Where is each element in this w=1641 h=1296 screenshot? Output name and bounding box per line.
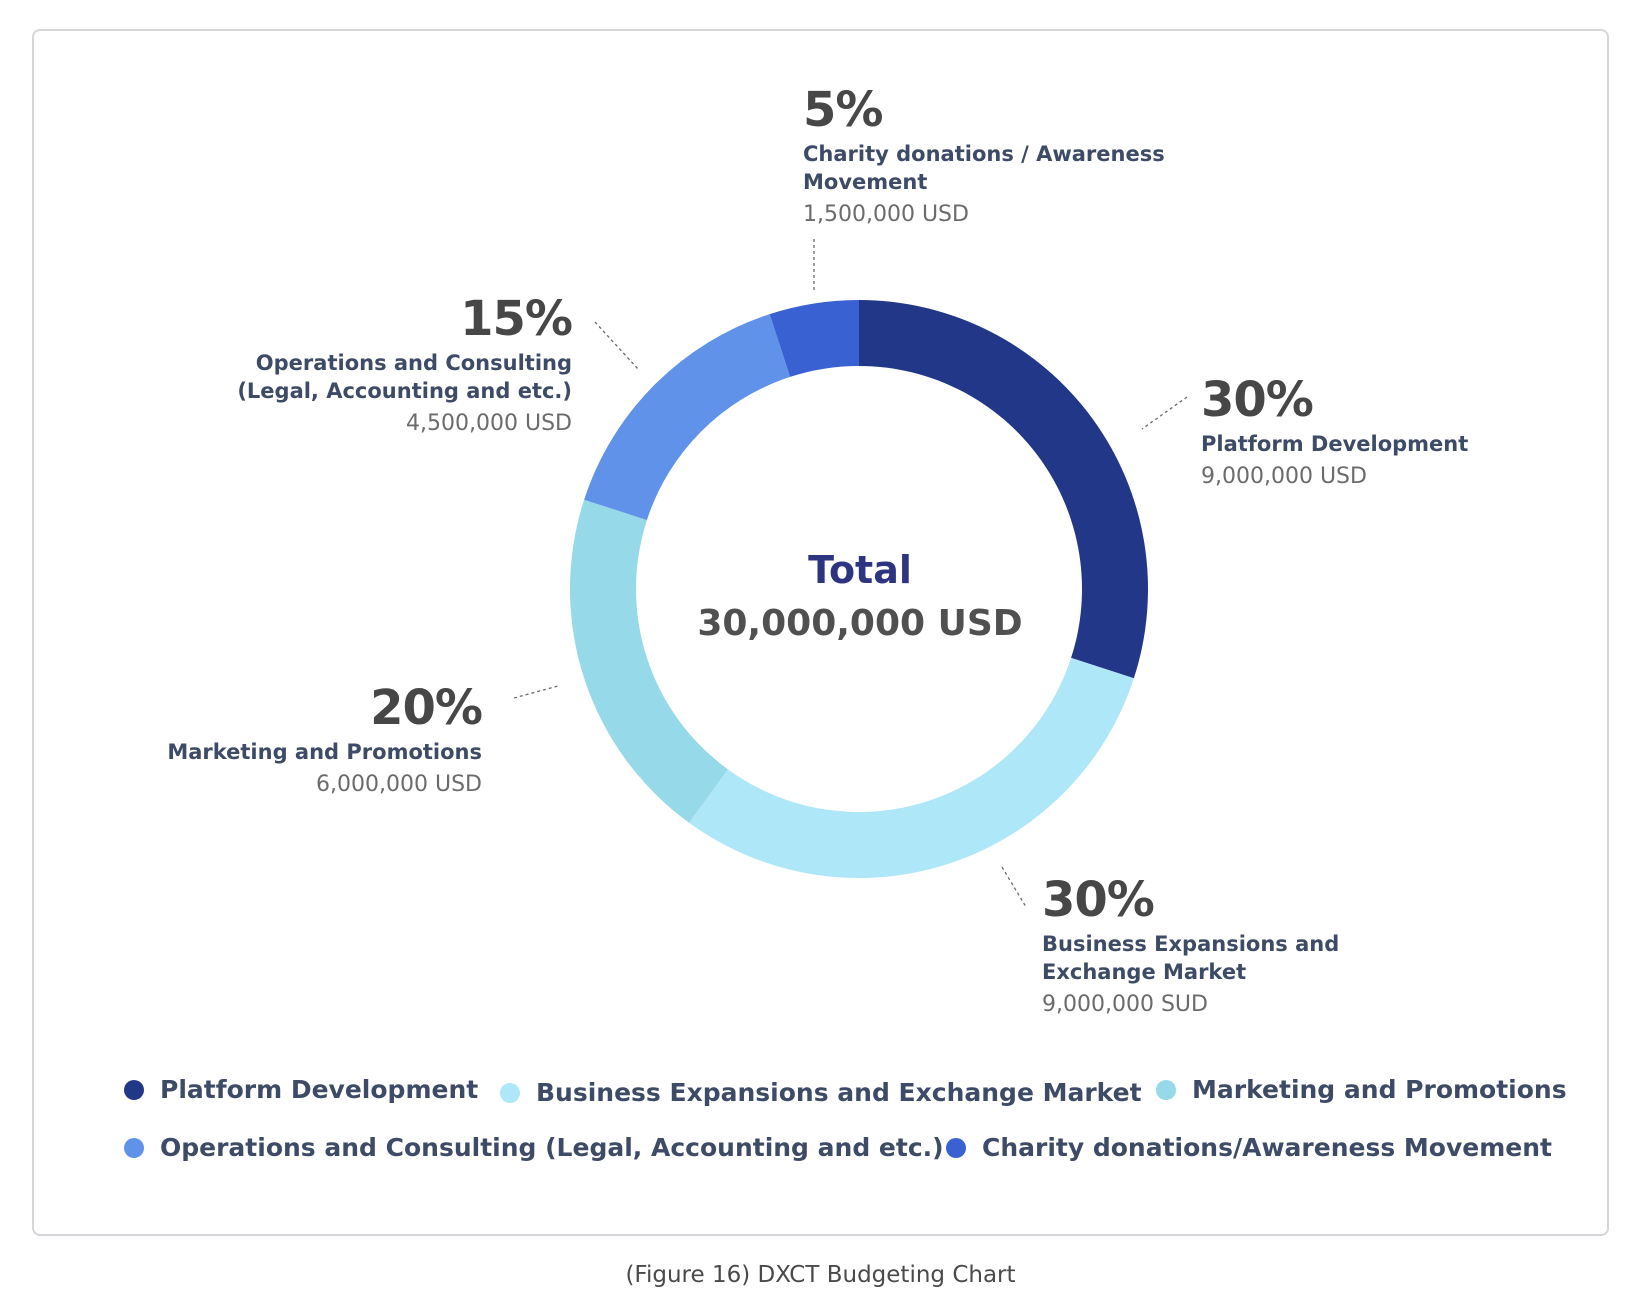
- slice-platform: [859, 300, 1148, 679]
- callout-operations: 15% Operations and Consulting (Legal, Ac…: [200, 291, 573, 439]
- legend-dot-icon: [124, 1137, 144, 1158]
- callout-category: Business Expansions and Exchange Market: [1042, 932, 1340, 984]
- callout-amount: 9,000,000 USD: [1201, 464, 1367, 489]
- slice-operations: [584, 314, 791, 521]
- callout-category: Platform Development: [1201, 432, 1469, 456]
- chart-card: [32, 29, 1609, 1236]
- callout-amount: 6,000,000 USD: [316, 772, 482, 797]
- total-value: 30,000,000 USD: [697, 603, 1023, 644]
- callout-platform: 30% Platform Development 9,000,000 USD: [1201, 376, 1468, 492]
- callout-marketing: 20% Marketing and Promotions 6,000,000 U…: [120, 680, 483, 800]
- total-label: Total: [808, 548, 912, 592]
- leader-line: [513, 685, 559, 699]
- callout-business: 30% Business Expansions and Exchange Mar…: [1042, 876, 1339, 1020]
- callout-category: Marketing and Promotions: [167, 740, 482, 764]
- callout-percent: 15%: [460, 291, 573, 347]
- callout-amount: 1,500,000 USD: [803, 202, 969, 227]
- callout-category: Operations and Consulting (Legal, Accoun…: [237, 351, 572, 403]
- slice-business: [689, 657, 1134, 878]
- legend-item-platform: Platform Development: [124, 1075, 478, 1104]
- legend-item-marketing: Marketing and Promotions: [1156, 1075, 1567, 1104]
- slice-marketing: [569, 499, 728, 823]
- callout-percent: 30%: [1042, 872, 1155, 928]
- callout-percent: 20%: [370, 680, 483, 736]
- legend-item-business: Business Expansions and Exchange Market: [500, 1078, 1142, 1107]
- legend-dot-icon: [1156, 1079, 1176, 1100]
- callout-charity: 5% Charity donations / Awareness Movemen…: [803, 86, 1165, 230]
- callout-percent: 5%: [803, 82, 883, 138]
- leader-line: [1001, 866, 1027, 908]
- callout-amount: 9,000,000 SUD: [1042, 992, 1208, 1017]
- legend-dot-icon: [500, 1082, 520, 1103]
- leader-line: [1141, 396, 1188, 430]
- callout-amount: 4,500,000 USD: [406, 411, 572, 436]
- figure-caption: (Figure 16) DXCT Budgeting Chart: [625, 1262, 1016, 1288]
- callout-percent: 30%: [1201, 372, 1314, 428]
- legend-item-charity: Charity donations/Awareness Movement: [946, 1133, 1552, 1162]
- slice-charity: [769, 300, 859, 377]
- legend-dot-icon: [124, 1079, 144, 1100]
- callout-category: Charity donations / Awareness Movement: [803, 142, 1165, 194]
- leader-line: [594, 321, 639, 370]
- legend-item-operations: Operations and Consulting (Legal, Accoun…: [124, 1133, 944, 1162]
- legend-dot-icon: [946, 1137, 966, 1158]
